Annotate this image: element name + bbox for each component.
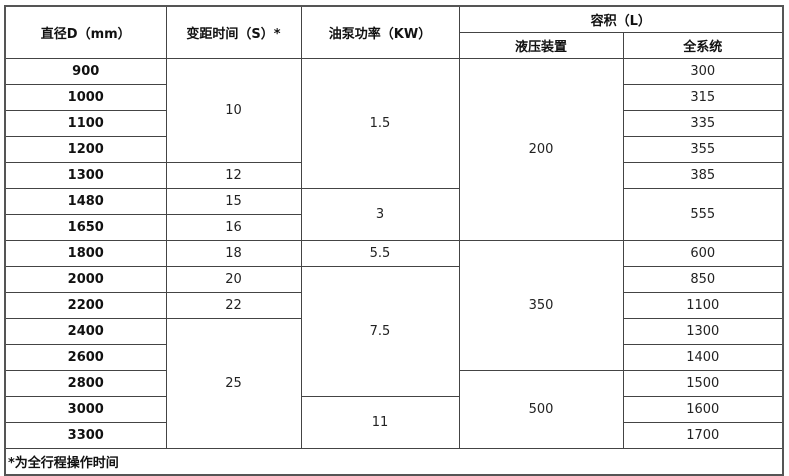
diameter-cell: 1100 — [4, 110, 167, 137]
table-row: 1200 355 — [4, 136, 784, 163]
pitch-time-cell: 18 — [165, 240, 302, 267]
system-cell: 1100 — [622, 292, 784, 319]
diameter-cell: 2400 — [4, 318, 167, 345]
pitch-time-cell: 16 — [165, 214, 302, 241]
system-cell: 385 — [622, 162, 784, 189]
pitch-time-cell: 20 — [165, 266, 302, 293]
table-row: 1000 315 — [4, 84, 784, 111]
diameter-cell: 900 — [4, 58, 167, 85]
pitch-time-cell: 22 — [165, 292, 302, 319]
diameter-cell: 1300 — [4, 162, 167, 189]
diameter-cell: 3000 — [4, 396, 167, 423]
pump-power-cell: 3 — [300, 188, 460, 241]
pitch-time-cell: 10 — [165, 58, 302, 163]
table-row: 2400 25 1300 — [4, 318, 784, 449]
header-diameter: 直径D（mm） — [4, 5, 167, 59]
system-cell: 1300 — [622, 318, 784, 345]
pitch-time-cell: 12 — [165, 162, 302, 189]
system-cell: 335 — [622, 110, 784, 137]
table-row: 2800 500 1500 — [4, 370, 784, 449]
table-row: 2000 20 7.5 850 — [4, 266, 784, 397]
pump-power-cell: 1.5 — [300, 58, 460, 189]
system-cell: 850 — [622, 266, 784, 293]
system-cell: 300 — [622, 58, 784, 85]
header-pitch-time: 变距时间（S）* — [165, 5, 302, 59]
footnote: *为全行程操作时间 — [4, 448, 784, 476]
diameter-cell: 1800 — [4, 240, 167, 267]
diameter-cell: 1000 — [4, 84, 167, 111]
header-volume: 容积（L） — [458, 5, 784, 33]
table-row: 1800 18 5.5 350 600 — [4, 240, 784, 371]
table-row: 1650 16 — [4, 214, 783, 241]
table-row: 1100 335 — [4, 110, 784, 137]
system-cell: 1700 — [622, 422, 784, 449]
diameter-cell: 2600 — [4, 344, 167, 371]
system-cell: 1600 — [622, 396, 784, 423]
diameter-cell: 2800 — [4, 370, 167, 397]
hydraulic-cell: 500 — [458, 370, 624, 449]
system-cell: 555 — [622, 188, 784, 241]
diameter-cell: 1480 — [4, 188, 167, 215]
table-row: 3300 1700 — [4, 422, 784, 449]
pitch-time-cell: 25 — [165, 318, 302, 449]
hydraulic-cell: 200 — [458, 58, 624, 241]
pump-power-cell: 5.5 — [300, 240, 460, 267]
table-row: 3000 11 1600 — [4, 396, 784, 449]
diameter-cell: 2200 — [4, 292, 167, 319]
header-pump-power: 油泵功率（KW） — [300, 5, 460, 59]
system-cell: 600 — [622, 240, 784, 267]
system-cell: 1400 — [622, 344, 784, 371]
table-row: 1480 15 3 555 — [4, 188, 784, 241]
pump-power-cell: 11 — [300, 396, 460, 449]
diameter-cell: 1650 — [4, 214, 167, 241]
spec-table: 直径D（mm） 变距时间（S）* 油泵功率（KW） 容积（L） 液压装置 全系统… — [4, 5, 784, 476]
table-row: 1300 12 385 — [4, 162, 784, 189]
header-hydraulic: 液压装置 — [458, 32, 624, 59]
system-cell: 355 — [622, 136, 784, 163]
table-row: 2200 22 1100 — [4, 292, 784, 319]
diameter-cell: 2000 — [4, 266, 167, 293]
diameter-cell: 3300 — [4, 422, 167, 449]
header-system: 全系统 — [622, 32, 784, 59]
pitch-time-cell: 15 — [165, 188, 302, 215]
system-cell: 1500 — [622, 370, 784, 397]
diameter-cell: 1200 — [4, 136, 167, 163]
table-row: 900 10 1.5 200 300 — [4, 58, 784, 241]
pump-power-cell: 7.5 — [300, 266, 460, 397]
system-cell: 315 — [622, 84, 784, 111]
hydraulic-cell: 350 — [458, 240, 624, 371]
